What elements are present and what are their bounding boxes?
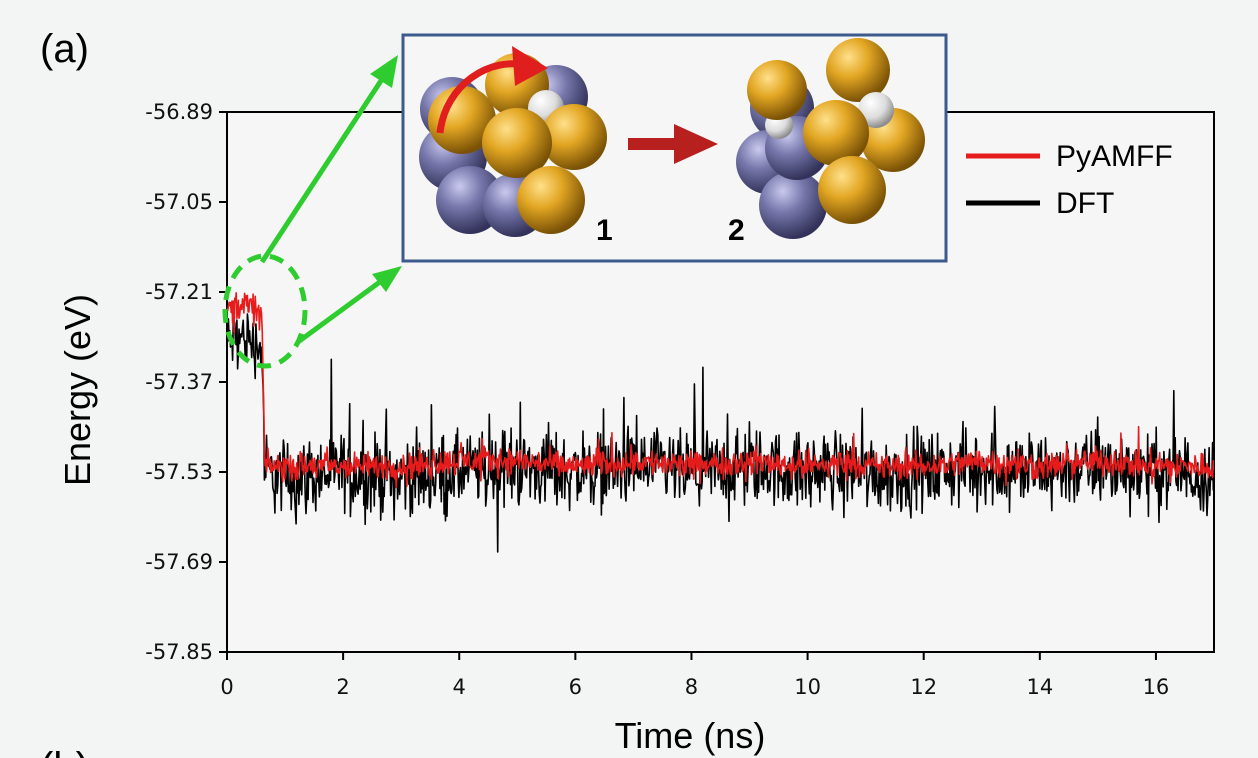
y-tick-label: -57.53 <box>145 460 213 484</box>
next-panel-label: (b) <box>40 745 89 758</box>
structure-inset: 1 2 <box>401 33 948 263</box>
atom-gold <box>541 104 607 170</box>
x-axis: 0 2 4 6 8 10 12 14 16 <box>220 652 1169 699</box>
legend-label-pyamff: PyAMFF <box>1056 140 1173 173</box>
legend: PyAMFF DFT <box>966 140 1173 220</box>
callout-arrow-lower <box>296 273 390 345</box>
y-tick-label: -57.69 <box>145 550 213 574</box>
structure-label-2: 2 <box>728 214 745 247</box>
atom-slate <box>759 171 827 239</box>
x-tick-label: 0 <box>220 675 233 699</box>
cluster-structure-1: 1 <box>419 46 613 247</box>
atom-gold <box>818 156 886 224</box>
callout-arrowhead-lower <box>372 266 402 292</box>
panel-label: (a) <box>40 27 89 71</box>
legend-label-dft: DFT <box>1056 187 1114 220</box>
y-tick-label: -57.37 <box>145 370 213 394</box>
y-axis: -56.89 -57.05 -57.21 -57.37 -57.53 -57.69 -57.… <box>145 100 227 664</box>
transition-arrow-shaft <box>628 138 678 150</box>
highlight-ellipse <box>222 253 308 369</box>
y-tick-label: -57.85 <box>145 640 213 664</box>
atom-gold <box>826 38 890 102</box>
y-axis-title: Energy (eV) <box>57 294 98 486</box>
atom-gold <box>747 60 807 120</box>
rotation-arrowhead <box>512 46 548 86</box>
x-tick-label: 2 <box>336 675 349 699</box>
y-tick-label: -57.05 <box>145 190 213 214</box>
atom-gold <box>428 86 496 154</box>
x-tick-label: 4 <box>453 675 466 699</box>
callout-arrowhead-upper <box>370 55 398 88</box>
transition-arrow <box>628 124 718 164</box>
structure-label-1: 1 <box>596 214 613 247</box>
atom-hydrogen <box>858 92 894 128</box>
series-line-pyamff <box>227 292 1214 489</box>
x-tick-label: 14 <box>1026 675 1053 699</box>
y-tick-label: -56.89 <box>145 100 213 124</box>
cluster-structure-2: 2 <box>728 38 925 247</box>
x-tick-label: 10 <box>794 675 821 699</box>
y-tick-label: -57.21 <box>145 280 213 304</box>
x-axis-title: Time (ns) <box>615 715 766 756</box>
atom-gold <box>803 100 869 166</box>
highlight-annotation <box>222 55 402 369</box>
x-tick-label: 12 <box>910 675 937 699</box>
transition-arrowhead <box>674 124 718 164</box>
x-tick-label: 6 <box>569 675 582 699</box>
x-tick-label: 16 <box>1143 675 1170 699</box>
atom-gold <box>517 166 585 234</box>
series-layer <box>227 292 1214 553</box>
callout-arrow-upper <box>259 68 391 264</box>
atom-gold <box>482 108 552 178</box>
x-tick-label: 8 <box>685 675 698 699</box>
